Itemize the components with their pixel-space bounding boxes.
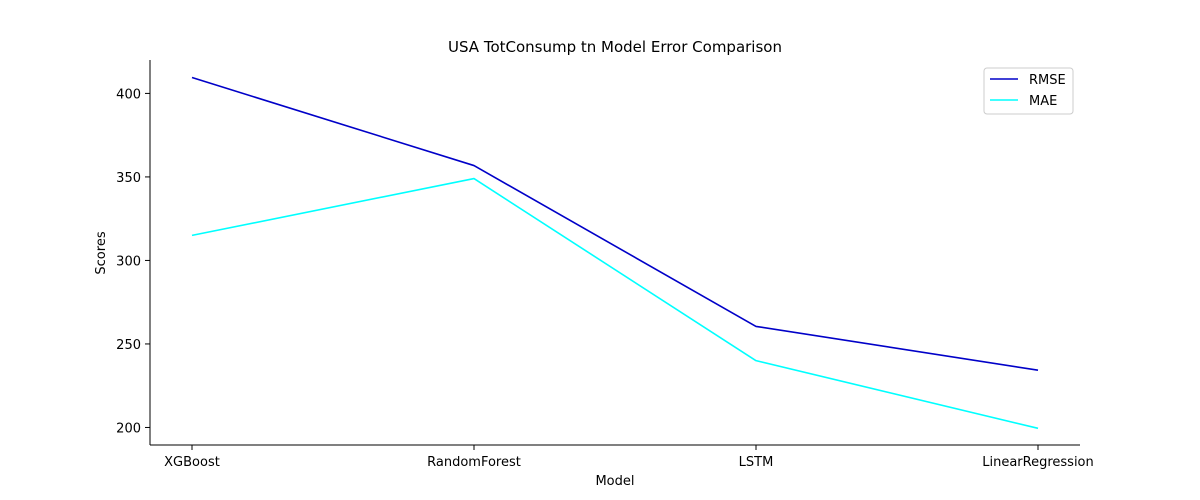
y-axis-title: Scores xyxy=(94,231,109,274)
x-tick-label: XGBoost xyxy=(164,455,220,470)
y-tick-label: 350 xyxy=(116,171,141,186)
legend-label-mae: MAE xyxy=(1029,94,1057,109)
series-line-mae xyxy=(191,177,1039,430)
x-tick-label: LinearRegression xyxy=(982,455,1094,470)
series-layer xyxy=(191,76,1039,430)
y-tick-label: 300 xyxy=(116,254,141,269)
legend: RMSE MAE xyxy=(983,67,1074,115)
x-axis-title: Model xyxy=(595,474,634,489)
legend-label-rmse: RMSE xyxy=(1029,73,1066,88)
y-ticks: 200 250 300 350 400 xyxy=(116,87,150,436)
x-ticks: XGBoost RandomForest LSTM LinearRegression xyxy=(164,445,1094,470)
y-tick-label: 250 xyxy=(116,338,141,353)
chart-title: USA TotConsump tn Model Error Comparison xyxy=(448,38,782,56)
axes xyxy=(149,60,1080,446)
series-line-rmse xyxy=(191,76,1039,371)
x-tick-label: RandomForest xyxy=(427,455,521,470)
x-tick-label: LSTM xyxy=(739,455,774,470)
y-tick-label: 200 xyxy=(116,421,141,436)
y-tick-label: 400 xyxy=(116,87,141,102)
